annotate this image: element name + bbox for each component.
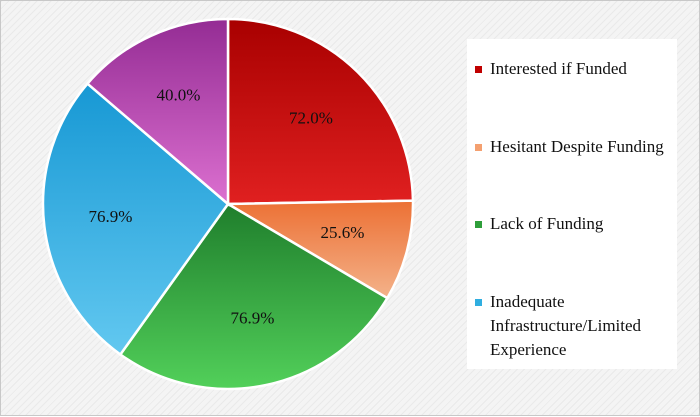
pie-slice-lack-of-funding [118,202,389,391]
legend-label-interested-if-funded: Interested if Funded [490,59,627,78]
slice-label-unlabeled: 40.0% [157,85,201,104]
legend-item-hesitant-despite-funding: Hesitant Despite Funding [475,135,675,159]
legend-item-inadequate-infrastructure: Inadequate Infrastructure/Limited Experi… [475,290,680,362]
legend-item-lack-of-funding: Lack of Funding [475,212,675,236]
slice-label-hesitant-despite-funding: 25.6% [321,223,365,242]
legend-label-inadequate-infrastructure: Inadequate Infrastructure/Limited Experi… [490,292,642,359]
legend-swatch-interested-if-funded [475,66,482,73]
pie-slice-inadequate-infrastructure-limited-experience [41,81,230,357]
legend-swatch-lack-of-funding [475,221,482,228]
pie-slice-interested-if-funded [226,17,415,206]
legend-label-lack-of-funding: Lack of Funding [490,214,604,233]
legend: Interested if Funded Hesitant Despite Fu… [467,39,677,369]
pie-labels: 72.0% 25.6% 76.9% 76.9% 40.0% [89,85,365,327]
slice-label-interested-if-funded: 72.0% [289,108,333,127]
legend-item-interested-if-funded: Interested if Funded [475,57,675,81]
slice-label-lack-of-funding: 76.9% [231,309,275,328]
pie-slice-hesitant-despite-funding [223,199,415,300]
legend-label-hesitant-despite-funding: Hesitant Despite Funding [490,137,664,156]
legend-swatch-inadequate-infrastructure [475,299,482,306]
slice-label-inadequate-infrastructure-limited-experience: 76.9% [89,207,133,226]
legend-swatch-hesitant-despite-funding [475,144,482,151]
pie-slice-unlabeled [85,17,230,207]
pie-slices [41,17,415,391]
